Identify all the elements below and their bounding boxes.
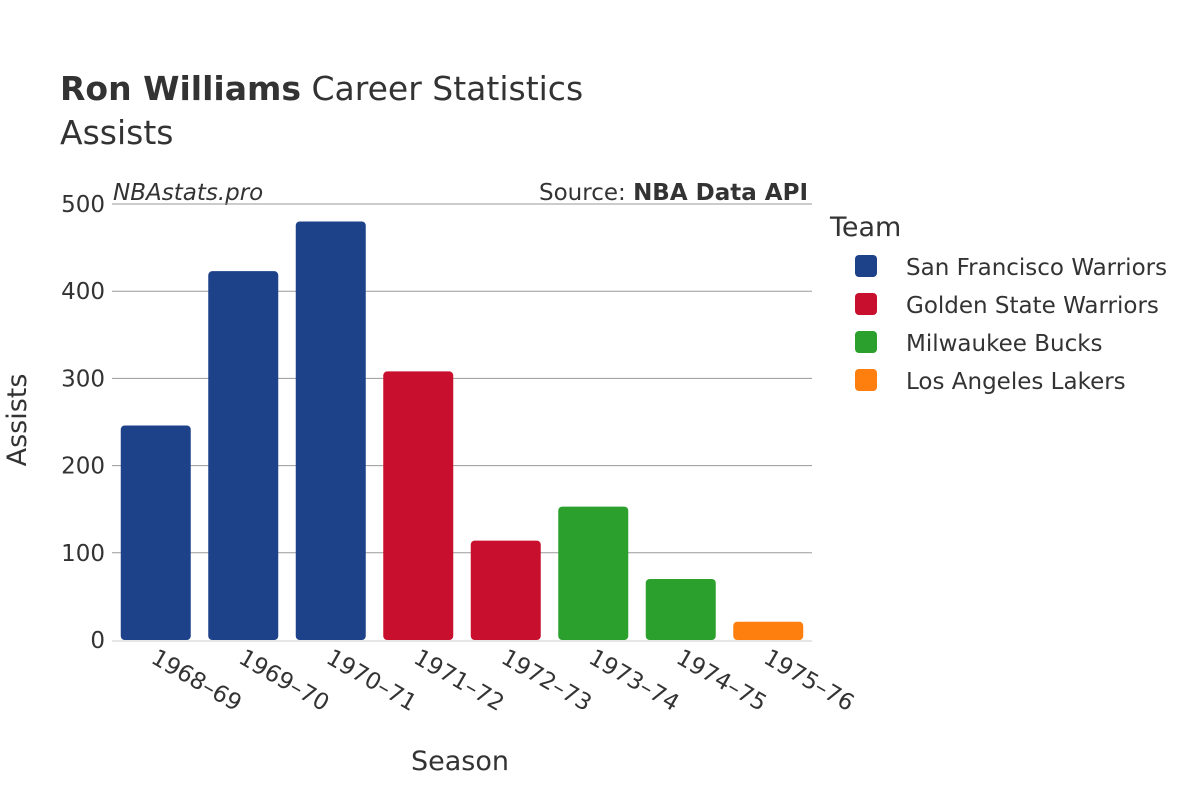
y-tick-label: 300 [61,366,105,392]
y-tick-label: 200 [61,454,105,480]
legend-swatch [855,331,877,353]
x-axis-label: Season [411,746,509,777]
chart-title-rest: Career Statistics [312,69,584,108]
legend: San Francisco Warriors Golden State Warri… [855,255,1167,395]
x-tick-label: 1970–71 [322,645,421,717]
x-tick-label: 1969–70 [234,645,333,717]
source-prefix: Source: [539,180,633,206]
bars [120,221,804,640]
legend-swatch [855,293,877,315]
x-tick-label: 1968–69 [147,645,246,717]
x-tick-label: 1972–73 [497,645,596,717]
bar[interactable] [645,578,716,640]
legend-swatch [855,369,877,391]
y-axis-label: Assists [2,374,33,467]
watermark: NBAstats.pro [113,180,263,206]
legend-label: San Francisco Warriors [906,255,1167,281]
source-label: Source: NBA Data API [539,180,808,206]
bar[interactable] [383,371,454,640]
bar[interactable] [558,506,629,640]
y-tick-label: 500 [61,192,105,218]
legend-title: Team [829,212,901,243]
chart-title-space [301,69,312,108]
chart-title-player: Ron Williams [60,69,301,108]
legend-swatch [855,255,877,277]
x-tick-label: 1971–72 [409,645,508,717]
y-tick-label: 100 [61,541,105,567]
y-tick-label: 0 [90,628,105,654]
chart-subtitle: Assists [60,113,173,152]
chart-title: Ron Williams Career Statistics [60,69,583,108]
legend-label: Golden State Warriors [906,293,1159,319]
y-tick-label: 400 [61,279,105,305]
bar[interactable] [733,621,804,640]
y-axis-ticks: 0 100 200 300 400 500 [61,192,105,654]
x-tick-label: 1975–76 [759,645,858,717]
bar[interactable] [120,425,191,640]
bar[interactable] [470,540,541,640]
x-tick-label: 1973–74 [584,645,683,717]
legend-label: Milwaukee Bucks [906,331,1103,357]
bar[interactable] [208,271,279,640]
bar[interactable] [295,221,366,640]
legend-label: Los Angeles Lakers [906,369,1126,395]
x-axis-ticks: 1968–691969–701970–711971–721972–731973–… [147,645,859,717]
x-tick-label: 1974–75 [672,645,771,717]
source-name: NBA Data API [633,180,808,206]
